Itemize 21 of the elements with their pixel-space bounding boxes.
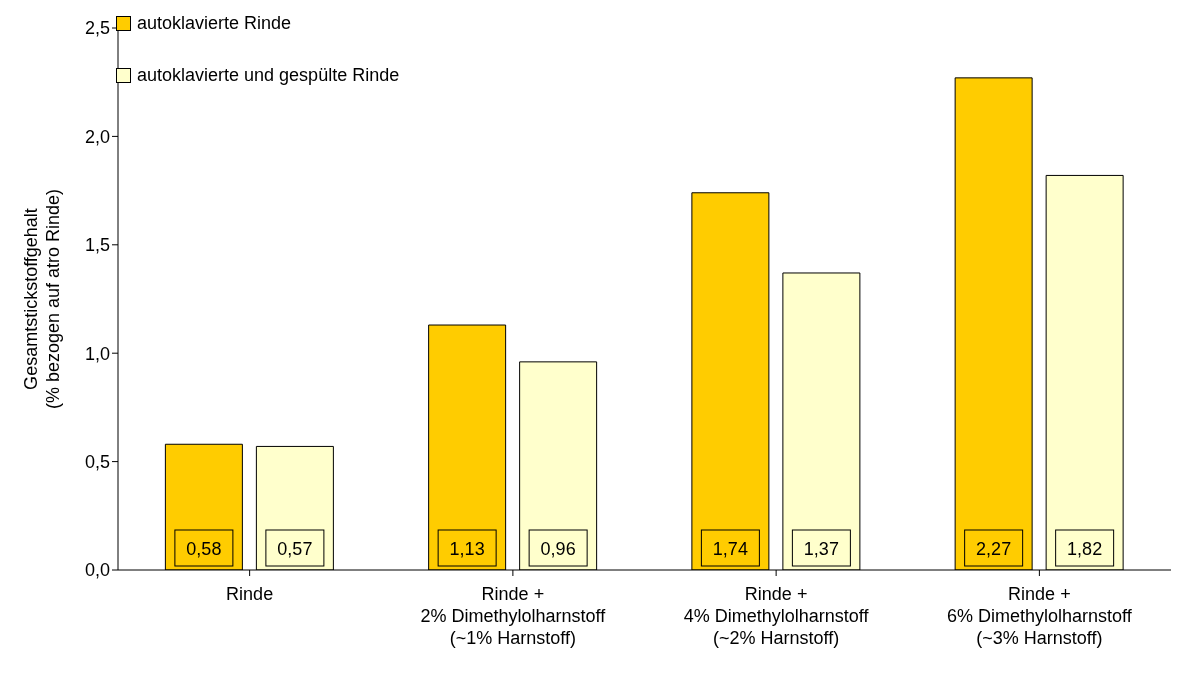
y-tick-label: 1,5	[84, 235, 110, 256]
legend-label: autoklavierte und gespülte Rinde	[137, 64, 400, 86]
y-tick-label: 1,0	[84, 343, 110, 364]
data-label: 0,57	[277, 539, 313, 559]
data-label: 1,37	[803, 539, 839, 559]
y-axis-title: Gesamtstickstoffgehalt (% bezogen auf atro Rinde)	[21, 188, 63, 410]
x-tick-label: Rinde + 6% Dimethylolharnstoff (~3% Harnstoff)	[946, 584, 1133, 648]
y-tick-label: 2,5	[84, 18, 110, 39]
x-tick-label: Rinde + 4% Dimethylolharnstoff (~2% Harnstoff)	[683, 584, 870, 648]
y-tick-label: 0,5	[84, 451, 110, 472]
data-label: 0,58	[186, 539, 222, 559]
y-tick-label: 0,0	[84, 560, 110, 581]
data-label: 1,82	[1067, 539, 1103, 559]
y-tick-label: 2,0	[84, 126, 110, 147]
legend-label: autoklavierte Rinde	[137, 12, 292, 34]
data-label: 1,13	[449, 539, 485, 559]
data-label: 1,74	[712, 539, 748, 559]
data-label: 0,96	[540, 539, 576, 559]
data-label: 2,27	[976, 539, 1012, 559]
x-tick-label: Rinde	[226, 584, 274, 604]
x-tick-label: Rinde + 2% Dimethylolharnstoff (~1% Harnstoff)	[420, 584, 607, 648]
